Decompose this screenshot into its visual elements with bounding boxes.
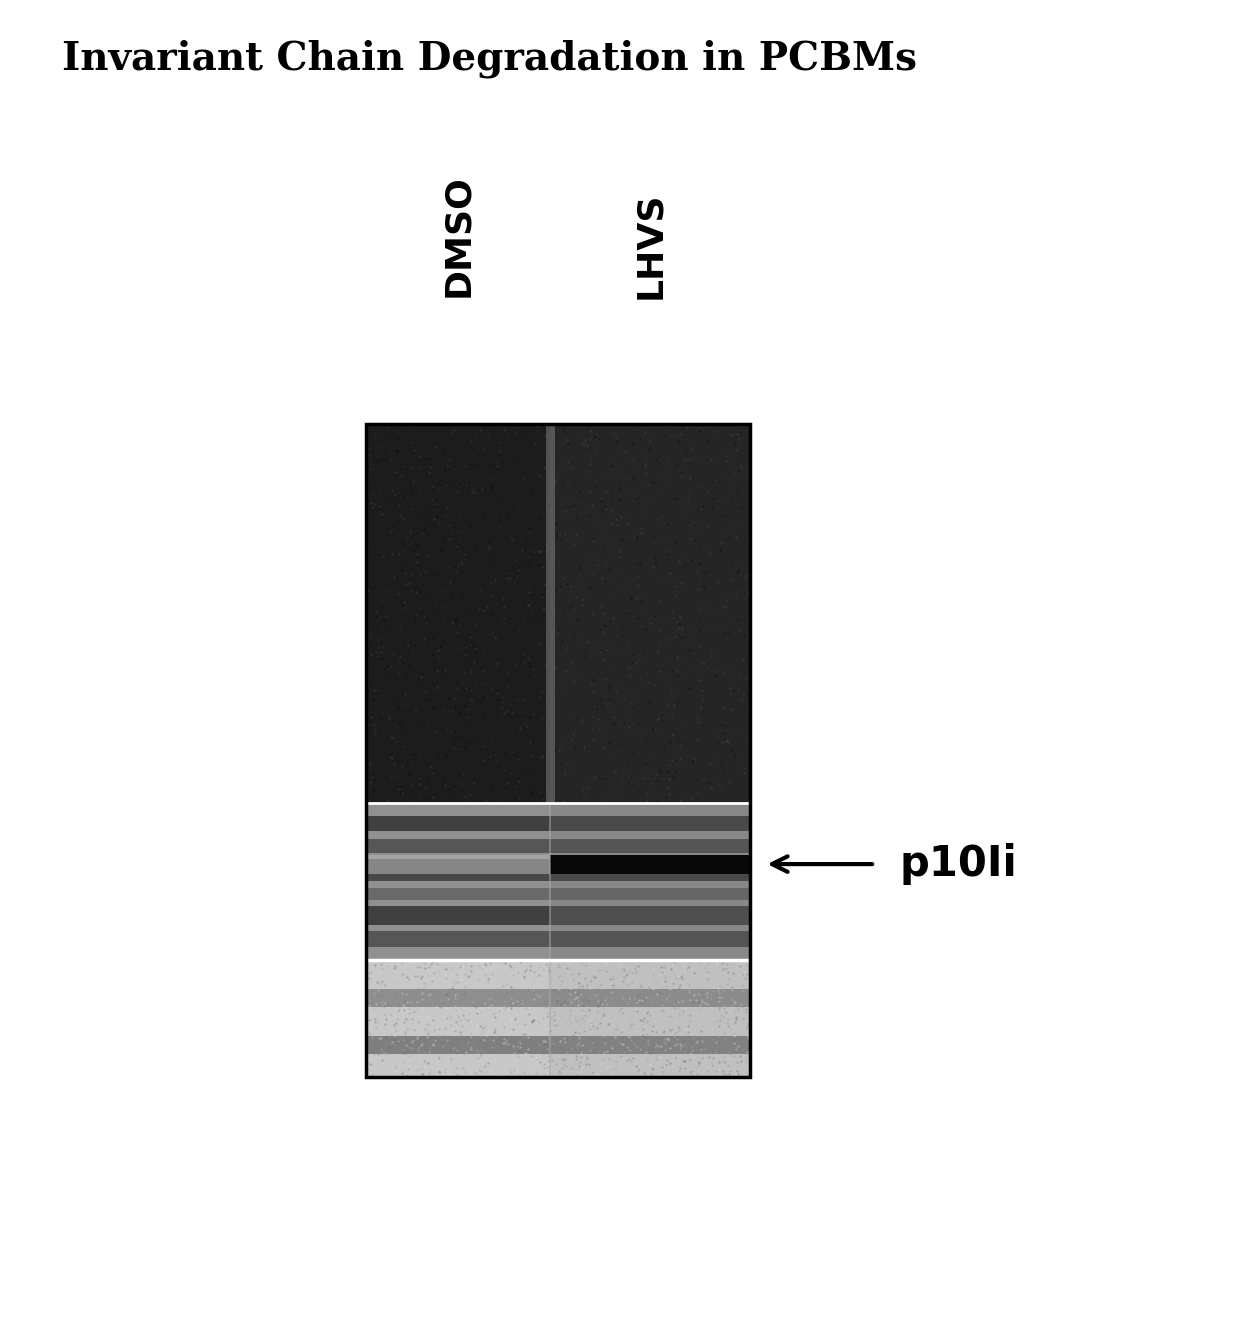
Text: Invariant Chain Degradation in PCBMs: Invariant Chain Degradation in PCBMs (62, 40, 917, 78)
Bar (367, 424, 751, 1077)
Bar (367, 424, 550, 803)
Bar (550, 803, 751, 959)
Bar (367, 839, 550, 853)
Text: p10Ii: p10Ii (900, 843, 1017, 885)
Bar (550, 1036, 751, 1053)
Bar (367, 988, 550, 1007)
Bar (367, 855, 550, 873)
Bar (550, 931, 751, 947)
Bar (367, 888, 550, 900)
Bar (550, 888, 751, 900)
Bar (550, 839, 751, 853)
Bar (550, 855, 751, 873)
Text: DMSO: DMSO (441, 174, 476, 297)
Bar (367, 815, 550, 831)
Bar (550, 959, 751, 1077)
Bar (367, 1036, 550, 1053)
Text: LHVS: LHVS (633, 192, 668, 299)
Bar (550, 988, 751, 1007)
Bar (367, 906, 550, 925)
Bar (367, 860, 550, 881)
Bar (367, 424, 751, 1077)
Bar (550, 815, 751, 831)
Bar (550, 860, 751, 881)
Bar (550, 906, 751, 925)
Bar (367, 931, 550, 947)
Bar (550, 424, 751, 803)
Bar (367, 803, 550, 959)
Bar (367, 959, 550, 1077)
Bar (545, 424, 555, 803)
